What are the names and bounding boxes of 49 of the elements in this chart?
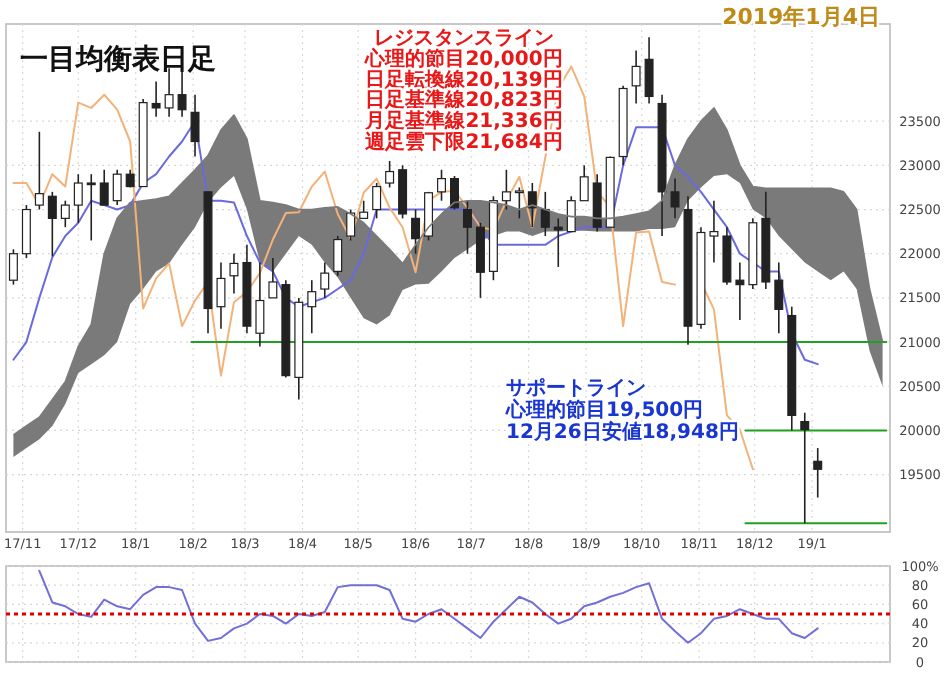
- candlestick: [385, 160, 395, 189]
- candlestick: [190, 93, 200, 158]
- annotation: 日足転換線20,139円: [365, 67, 563, 92]
- candlestick: [800, 411, 810, 525]
- candlestick: [307, 279, 317, 335]
- candlestick: [229, 252, 239, 295]
- candlestick: [449, 175, 459, 211]
- candlestick: [514, 186, 524, 220]
- candlestick: [722, 226, 732, 286]
- candlestick: [333, 235, 343, 277]
- annotation: レジスタンスライン: [374, 28, 554, 50]
- candlestick: [527, 182, 537, 228]
- annotation: 12月26日安値18,948円: [506, 420, 739, 444]
- candlestick: [372, 182, 382, 220]
- candlestick: [579, 164, 589, 202]
- text: 一目均衡表日足: [20, 44, 216, 76]
- candlestick: [462, 199, 472, 255]
- candlestick: [437, 168, 447, 202]
- candlestick: [501, 168, 511, 211]
- candlestick: [255, 261, 265, 348]
- candlestick: [644, 36, 654, 105]
- candlestick: [47, 191, 57, 258]
- candlestick: [398, 164, 408, 220]
- candlestick: [540, 191, 550, 237]
- annotation: サポートライン: [506, 378, 646, 400]
- candlestick: [346, 208, 356, 242]
- candlestick: [320, 261, 330, 299]
- candlestick: [735, 261, 745, 321]
- candlestick: [268, 257, 278, 299]
- candlestick: [411, 208, 421, 255]
- candlestick: [813, 447, 823, 499]
- candlestick: [21, 204, 31, 259]
- candlestick: [73, 173, 83, 224]
- annotation: 心理的節目20,000円: [363, 46, 563, 71]
- candlestick: [566, 195, 576, 233]
- candlestick: [86, 173, 96, 242]
- annotation: 心理的節目19,500円: [504, 398, 704, 422]
- candlestick: [151, 80, 161, 118]
- candlestick: [774, 261, 784, 335]
- candlestick: [631, 49, 641, 105]
- line-series: [38, 569, 819, 644]
- candlestick: [112, 168, 122, 206]
- candlestick: [475, 221, 485, 299]
- candlestick: [34, 130, 44, 211]
- candlestick: [553, 217, 563, 268]
- candlestick: [592, 173, 602, 233]
- candlestick: [60, 199, 70, 228]
- annotation: 2019年1月4日: [722, 4, 880, 30]
- candlestick: [99, 168, 109, 206]
